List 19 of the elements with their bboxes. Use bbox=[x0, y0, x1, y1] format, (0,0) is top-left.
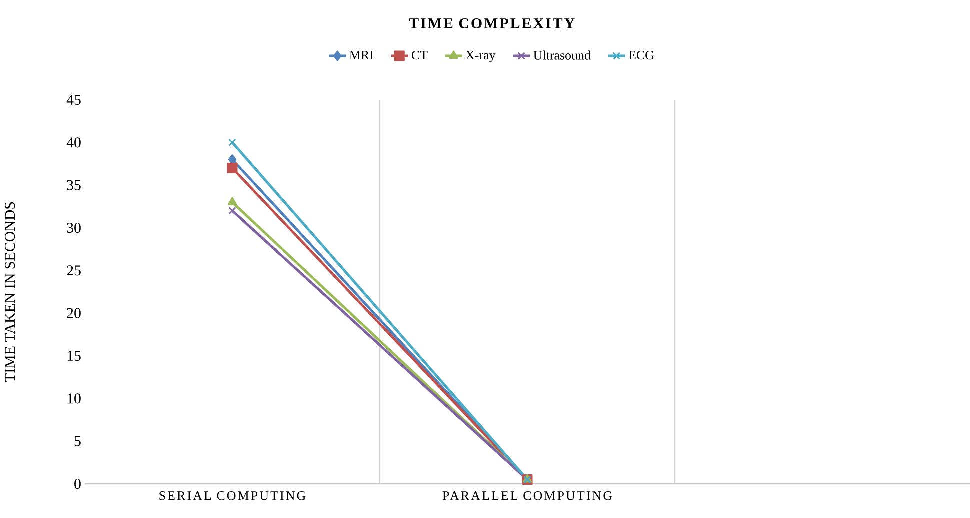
legend-label: CT bbox=[412, 50, 428, 60]
y-tick-label: 35 bbox=[67, 180, 81, 190]
x-tick-label: PARALLEL COMPUTING bbox=[442, 492, 612, 500]
legend-label: ECG bbox=[628, 50, 654, 60]
legend-label: Ultrasound bbox=[534, 50, 591, 60]
y-tick-label: 25 bbox=[67, 266, 81, 276]
y-axis-title: TIME TAKEN IN SECONDS bbox=[5, 202, 16, 382]
y-tick-label: 0 bbox=[74, 478, 81, 490]
y-tick-label: 5 bbox=[74, 436, 81, 446]
y-tick-label: 45 bbox=[66, 95, 81, 105]
legend-label: X-ray bbox=[466, 51, 496, 62]
chart-title: TIME COMPLEXITY bbox=[409, 18, 575, 28]
y-tick-label: 10 bbox=[68, 394, 81, 404]
y-tick-label: 40 bbox=[66, 138, 81, 148]
y-tick-label: 20 bbox=[67, 308, 81, 318]
x-tick-label: SERIAL COMPUTING bbox=[160, 492, 306, 500]
legend-label: MRI bbox=[350, 51, 374, 60]
y-tick-label: 30 bbox=[67, 222, 81, 234]
y-tick-label: 15 bbox=[68, 351, 81, 361]
